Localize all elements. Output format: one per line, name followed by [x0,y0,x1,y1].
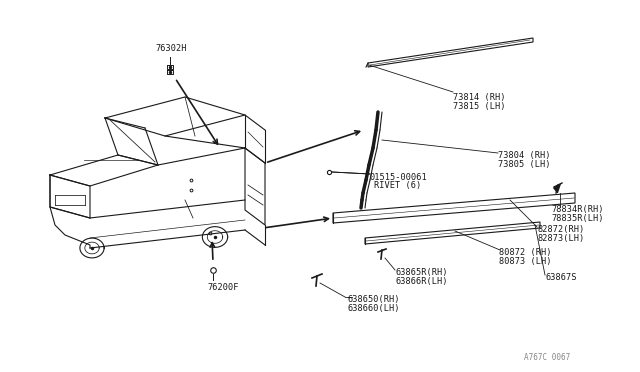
Text: RIVET (6): RIVET (6) [374,181,421,190]
Text: 76302H: 76302H [155,44,186,53]
Text: 78835R(LH): 78835R(LH) [551,214,604,223]
Text: 80873 (LH): 80873 (LH) [499,257,552,266]
Text: 73805 (LH): 73805 (LH) [498,160,550,169]
Text: A767C 0067: A767C 0067 [524,353,570,362]
Text: 638650(RH): 638650(RH) [347,295,399,304]
Text: 01515-00061: 01515-00061 [370,173,428,182]
Text: 73804 (RH): 73804 (RH) [498,151,550,160]
Text: 78834R(RH): 78834R(RH) [551,205,604,214]
Text: 82872(RH): 82872(RH) [538,225,585,234]
Text: 63865R(RH): 63865R(RH) [396,268,449,277]
Text: 63867S: 63867S [546,273,577,282]
Polygon shape [365,222,540,244]
Text: 80872 (RH): 80872 (RH) [499,248,552,257]
Text: 73815 (LH): 73815 (LH) [453,102,506,111]
Polygon shape [553,183,562,193]
Text: 638660(LH): 638660(LH) [347,304,399,313]
Polygon shape [368,38,533,67]
Text: 76200F: 76200F [207,283,239,292]
Polygon shape [333,193,575,223]
Text: 63866R(LH): 63866R(LH) [396,277,449,286]
Text: 73814 (RH): 73814 (RH) [453,93,506,102]
Text: 82873(LH): 82873(LH) [538,234,585,243]
